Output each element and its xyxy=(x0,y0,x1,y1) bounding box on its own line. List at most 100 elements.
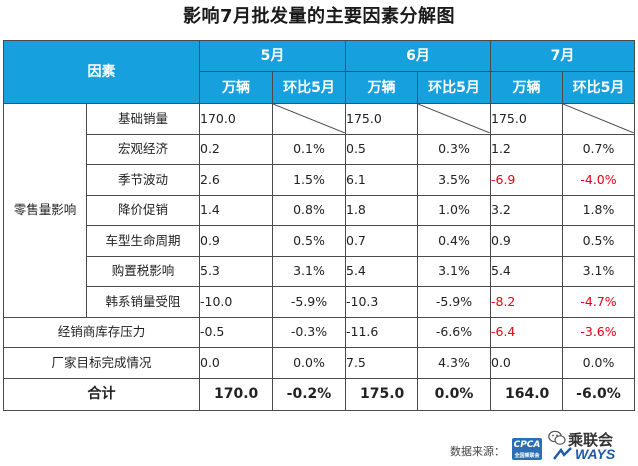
wechat-icon xyxy=(548,430,566,445)
table-row: 宏观经济 0.2 0.1% 0.5 0.3% 1.2 0.7% xyxy=(4,133,635,165)
row-label: 韩系销量受阻 xyxy=(86,286,200,318)
factors-table: 因素 5月 6月 7月 万辆 环比5月 万辆 环比5月 万辆 环比5月 零售量影… xyxy=(3,40,635,411)
cell-jun-units: 5.4 xyxy=(345,255,418,287)
cell-jul-units: 175.0 xyxy=(490,103,563,135)
row-label: 降价促销 xyxy=(86,194,200,226)
cell-may-units: 2.6 xyxy=(199,164,273,196)
cell-may-units: 1.4 xyxy=(199,194,273,226)
cell-jul-mom: -3.6% xyxy=(562,316,635,348)
cell-jun-mom: 3.1% xyxy=(417,255,491,287)
cell-jul-units: 3.2 xyxy=(490,194,563,226)
cell-may-units: 170.0 xyxy=(199,103,273,135)
sub-header-units: 万辆 xyxy=(199,71,273,104)
cell-jul-units: -6.9 xyxy=(490,164,563,196)
empty-diagonal-cell xyxy=(272,103,346,135)
total-jul-units: 164.0 xyxy=(490,377,563,411)
row-label: 厂家目标完成情况 xyxy=(3,347,200,379)
cell-jul-mom: 0.7% xyxy=(562,133,635,165)
cell-jun-mom: 1.0% xyxy=(417,194,491,226)
cell-jul-units: 5.4 xyxy=(490,255,563,287)
row-label: 宏观经济 xyxy=(86,133,200,165)
cell-jul-mom: -4.7% xyxy=(562,286,635,318)
cpca-logo-text: CPCA xyxy=(513,440,541,450)
cell-may-mom: 0.1% xyxy=(272,133,346,165)
table-row: 韩系销量受阻 -10.0 -5.9% -10.3 -5.9% -8.2 -4.7% xyxy=(4,286,635,318)
cell-jun-units: 1.8 xyxy=(345,194,418,226)
cell-may-units: 0.0 xyxy=(199,347,273,379)
month-header-may: 5月 xyxy=(199,40,346,72)
cell-jun-units: 175.0 xyxy=(345,103,418,135)
table-row: 降价促销 1.4 0.8% 1.8 1.0% 3.2 1.8% xyxy=(4,194,635,226)
cell-may-mom: -5.9% xyxy=(272,286,346,318)
cell-jun-units: -11.6 xyxy=(345,316,418,348)
wechat-account-name: 乘联会 xyxy=(568,431,614,449)
cell-jul-units: -8.2 xyxy=(490,286,563,318)
sub-header-mom: 环比5月 xyxy=(417,71,491,104)
footer: 数据来源： CPCA 全国乘联会 乘联会 WAYS xyxy=(440,430,638,463)
cell-may-mom: 3.1% xyxy=(272,255,346,287)
cell-jun-mom: 0.4% xyxy=(417,225,491,257)
ways-logo: WAYS xyxy=(553,446,633,462)
cell-may-units: -0.5 xyxy=(199,316,273,348)
cell-jul-units: 1.2 xyxy=(490,133,563,165)
total-jul-mom: -6.0% xyxy=(562,377,635,411)
sub-header-mom: 环比5月 xyxy=(562,71,635,104)
cell-jun-units: 7.5 xyxy=(345,347,418,379)
sub-header-units: 万辆 xyxy=(345,71,418,104)
cell-jul-units: -6.4 xyxy=(490,316,563,348)
row-label: 经销商库存压力 xyxy=(3,316,200,348)
group-label-retail: 零售量影响 xyxy=(3,103,87,318)
table-row: 零售量影响 基础销量 170.0 175.0 175.0 xyxy=(3,103,635,318)
cell-may-units: 5.3 xyxy=(199,255,273,287)
empty-diagonal-cell xyxy=(562,103,635,135)
cell-jun-units: -10.3 xyxy=(345,286,418,318)
total-label: 合计 xyxy=(3,377,200,411)
cell-jun-units: 0.5 xyxy=(345,133,418,165)
cell-jun-units: 0.7 xyxy=(345,225,418,257)
table-row: 购置税影响 5.3 3.1% 5.4 3.1% 5.4 3.1% xyxy=(4,255,635,287)
total-jun-units: 175.0 xyxy=(345,377,418,411)
row-label: 基础销量 xyxy=(86,103,200,135)
cell-jul-mom: 0.0% xyxy=(562,347,635,379)
row-label: 购置税影响 xyxy=(86,255,200,287)
cell-may-mom: 1.5% xyxy=(272,164,346,196)
row-label: 车型生命周期 xyxy=(86,225,200,257)
cell-jul-units: 0.0 xyxy=(490,347,563,379)
table-row: 车型生命周期 0.9 0.5% 0.7 0.4% 0.9 0.5% xyxy=(4,225,635,257)
table-row: 经销商库存压力 -0.5 -0.3% -11.6 -6.6% -6.4 -3.6% xyxy=(3,316,635,348)
table-row: 厂家目标完成情况 0.0 0.0% 7.5 4.3% 0.0 0.0% xyxy=(3,347,635,379)
ways-logo-text: WAYS xyxy=(575,446,616,462)
cell-may-mom: 0.0% xyxy=(272,347,346,379)
cell-jun-mom: -5.9% xyxy=(417,286,491,318)
source-label: 数据来源： xyxy=(450,445,505,458)
ways-swoosh-icon xyxy=(553,447,572,460)
table-row: 季节波动 2.6 1.5% 6.1 3.5% -6.9 -4.0% xyxy=(4,164,635,196)
factor-header: 因素 xyxy=(3,40,200,104)
row-label: 季节波动 xyxy=(86,164,200,196)
cell-jul-mom: 1.8% xyxy=(562,194,635,226)
cell-may-mom: -0.3% xyxy=(272,316,346,348)
cell-jun-mom: 3.5% xyxy=(417,164,491,196)
total-jun-mom: 0.0% xyxy=(417,377,491,411)
cell-may-units: 0.9 xyxy=(199,225,273,257)
page-title: 影响7月批发量的主要因素分解图 xyxy=(182,6,456,27)
total-may-mom: -0.2% xyxy=(272,377,346,411)
cell-jun-mom: 4.3% xyxy=(417,347,491,379)
sub-header-units: 万辆 xyxy=(490,71,563,104)
cell-jul-mom: 3.1% xyxy=(562,255,635,287)
cell-may-units: -10.0 xyxy=(199,286,273,318)
cell-jul-units: 0.9 xyxy=(490,225,563,257)
cell-jul-mom: -4.0% xyxy=(562,164,635,196)
cell-may-units: 0.2 xyxy=(199,133,273,165)
empty-diagonal-cell xyxy=(417,103,491,135)
cell-jun-units: 6.1 xyxy=(345,164,418,196)
cell-may-mom: 0.8% xyxy=(272,194,346,226)
month-header-jul: 7月 xyxy=(490,40,635,72)
total-may-units: 170.0 xyxy=(199,377,273,411)
cell-jun-mom: 0.3% xyxy=(417,133,491,165)
total-row: 合计 170.0 -0.2% 175.0 0.0% 164.0 -6.0% xyxy=(3,377,635,411)
cpca-logo-subtext: 全国乘联会 xyxy=(514,453,540,459)
cell-may-mom: 0.5% xyxy=(272,225,346,257)
cell-jun-mom: -6.6% xyxy=(417,316,491,348)
month-header-jun: 6月 xyxy=(345,40,491,72)
